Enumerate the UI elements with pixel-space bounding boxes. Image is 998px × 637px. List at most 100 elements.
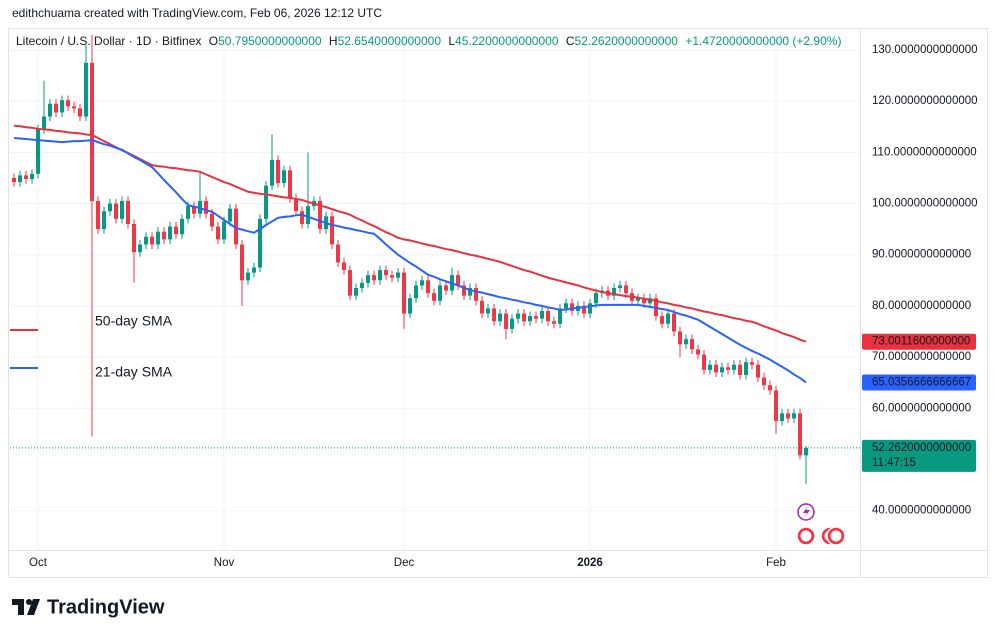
candle-body bbox=[384, 270, 388, 276]
candle-body bbox=[426, 280, 430, 294]
candle-body bbox=[798, 413, 802, 456]
candle-body bbox=[498, 313, 502, 322]
candle-body bbox=[660, 316, 664, 324]
ohlc-key: C bbox=[566, 34, 575, 48]
candle-body bbox=[504, 313, 508, 329]
candle-body bbox=[36, 129, 40, 174]
candle-body bbox=[486, 308, 490, 314]
candle-body bbox=[768, 385, 772, 391]
plot bbox=[10, 34, 860, 484]
attribution: edithchuama created with TradingView.com… bbox=[12, 6, 382, 20]
candle-body bbox=[54, 103, 58, 113]
candle-body bbox=[204, 200, 208, 214]
last-value-box bbox=[862, 374, 976, 391]
event-icon-inner bbox=[800, 530, 812, 542]
candle-body bbox=[30, 173, 34, 179]
candle-body bbox=[300, 211, 304, 225]
candle-body bbox=[804, 447, 808, 456]
candle-body bbox=[462, 285, 466, 296]
last-value-label: 73.0011600000000 bbox=[872, 336, 970, 348]
candle-body bbox=[672, 313, 676, 332]
candle-body bbox=[456, 275, 460, 286]
candle-body bbox=[432, 293, 436, 301]
candle-body bbox=[132, 224, 136, 253]
x-tick-label: 2026 bbox=[577, 557, 603, 569]
logo-mark bbox=[27, 599, 40, 615]
candle-body bbox=[396, 272, 400, 278]
change: +1.4720000000000 (+2.90%) bbox=[685, 34, 841, 48]
candle-body bbox=[156, 231, 160, 245]
candle-body bbox=[774, 390, 778, 422]
candle-body bbox=[420, 280, 424, 286]
ohlc-value: 45.2200000000000 bbox=[455, 34, 559, 48]
ohlc-key: H bbox=[329, 34, 338, 48]
candle-body bbox=[282, 170, 286, 184]
candle-body bbox=[270, 160, 274, 186]
candle-body bbox=[162, 231, 166, 240]
ohlc-key: O bbox=[209, 34, 218, 48]
candle-body bbox=[762, 377, 766, 386]
event-icon-glyph bbox=[803, 506, 810, 518]
sma-line bbox=[13, 137, 807, 384]
candle-body bbox=[180, 218, 184, 235]
candle-body bbox=[726, 367, 730, 370]
candle-body bbox=[294, 198, 298, 212]
candle-body bbox=[120, 200, 124, 219]
candle-body bbox=[624, 285, 628, 294]
candle-body bbox=[414, 285, 418, 299]
candle-body bbox=[66, 100, 70, 107]
candle-body bbox=[666, 313, 670, 324]
candle-body bbox=[360, 282, 364, 288]
legend-label: 50-day SMA bbox=[95, 313, 173, 329]
candle-body bbox=[588, 303, 592, 314]
candle-body bbox=[696, 349, 700, 355]
candle-body bbox=[750, 362, 754, 365]
candle-body bbox=[228, 208, 232, 222]
candle-body bbox=[492, 308, 496, 322]
candle-body bbox=[792, 413, 796, 419]
candle-body bbox=[516, 313, 520, 319]
countdown: 11:47:15 bbox=[872, 457, 916, 469]
symbol-title: Litecoin / U.S. Dollar · 1D · Bitfinex bbox=[16, 34, 201, 48]
candle-body bbox=[168, 226, 172, 240]
candle-body bbox=[12, 177, 16, 183]
candle-body bbox=[174, 226, 178, 235]
x-tick-label: Dec bbox=[394, 557, 415, 569]
event-icons bbox=[796, 503, 846, 546]
candle-body bbox=[546, 311, 550, 322]
candle-body bbox=[480, 300, 484, 314]
brand-logo: TradingView bbox=[12, 596, 165, 618]
candle-body bbox=[402, 272, 406, 314]
candle-body bbox=[240, 244, 244, 281]
candle-body bbox=[378, 270, 382, 281]
candle-body bbox=[714, 364, 718, 373]
candle-body bbox=[126, 200, 130, 225]
candle-body bbox=[648, 298, 652, 304]
candle-body bbox=[540, 311, 544, 319]
candle-body bbox=[192, 206, 196, 214]
logo-mark bbox=[26, 599, 32, 605]
candle-body bbox=[552, 321, 556, 324]
candle-body bbox=[678, 331, 682, 345]
candle-body bbox=[48, 103, 52, 117]
candle-body bbox=[720, 367, 724, 373]
candle-body bbox=[90, 62, 94, 201]
legend-label: 21-day SMA bbox=[95, 364, 173, 380]
ohlc-value: 52.2620000000000 bbox=[575, 34, 679, 48]
candle-body bbox=[18, 175, 22, 183]
x-tick-label: Oct bbox=[29, 557, 48, 569]
candle-body bbox=[612, 287, 616, 296]
y-tick-label: 70.0000000000000 bbox=[872, 351, 971, 363]
candle-body bbox=[366, 275, 370, 283]
candle-body bbox=[114, 203, 118, 219]
ohlc-value: 52.6540000000000 bbox=[338, 34, 442, 48]
candle-body bbox=[690, 339, 694, 350]
sma-line bbox=[13, 124, 807, 343]
candle-body bbox=[390, 275, 394, 278]
candle-body bbox=[570, 303, 574, 312]
candle-body bbox=[276, 160, 280, 184]
y-tick-label: 40.0000000000000 bbox=[872, 505, 971, 517]
candle-body bbox=[336, 244, 340, 263]
